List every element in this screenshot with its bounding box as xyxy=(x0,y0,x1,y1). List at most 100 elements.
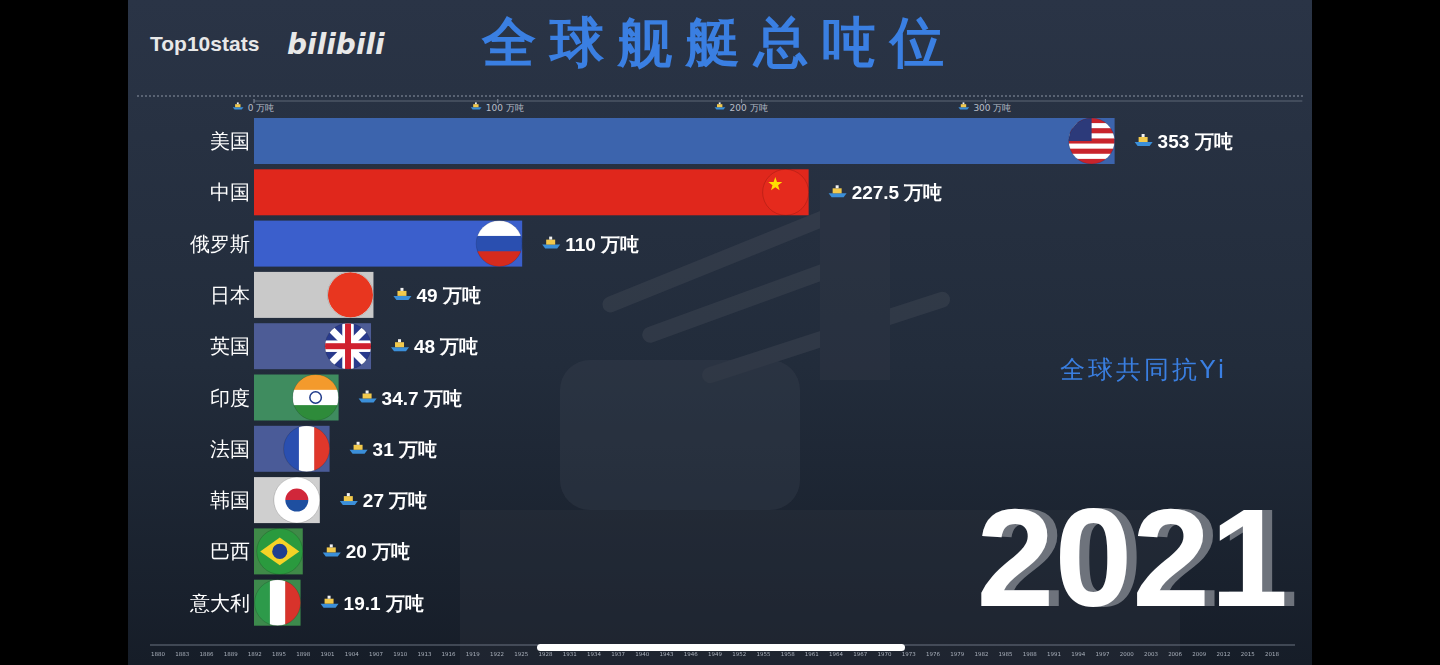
logo: bilibili xyxy=(287,28,385,61)
timeline-label: 1952 xyxy=(732,651,746,657)
flag-part xyxy=(257,528,303,574)
ship-funnel xyxy=(963,102,965,104)
ship-icon xyxy=(542,237,560,249)
ship-icon xyxy=(359,391,377,403)
bar xyxy=(254,221,522,267)
timeline-label: 1973 xyxy=(902,651,916,657)
ship-icon xyxy=(233,102,244,109)
timeline-label: 2006 xyxy=(1168,651,1182,657)
ship-funnel xyxy=(1142,134,1145,137)
flag-outline xyxy=(255,580,301,626)
ship-cabin xyxy=(397,291,406,296)
flag-part xyxy=(299,426,315,472)
flag-part xyxy=(1069,149,1115,155)
timeline-label: 1880 xyxy=(151,651,165,657)
ship-funnel xyxy=(330,544,333,547)
flag-part xyxy=(1069,144,1115,150)
flag-outline xyxy=(763,169,809,215)
ship-icon xyxy=(323,544,341,556)
flag-part xyxy=(325,323,371,369)
timeline-label: 1997 xyxy=(1095,651,1109,657)
flag-outline xyxy=(327,272,373,318)
year: 2021 xyxy=(977,479,1288,636)
flag-part xyxy=(476,236,522,252)
ship-hull xyxy=(829,193,847,197)
timeline-label: 1940 xyxy=(635,651,649,657)
ship-icon xyxy=(958,102,969,109)
flag-part xyxy=(327,272,373,318)
ship-icon xyxy=(1135,134,1153,146)
ship-funnel xyxy=(357,442,360,445)
ship-hull xyxy=(715,107,726,109)
flag-outline xyxy=(476,221,522,267)
tick-label: 0 万吨 xyxy=(248,103,275,113)
ship-funnel xyxy=(836,185,839,188)
flag-star xyxy=(768,177,782,190)
timeline-label: 2018 xyxy=(1265,651,1279,657)
ship-funnel xyxy=(347,493,350,496)
timeline-label: 1937 xyxy=(611,651,625,657)
brand: Top10stats xyxy=(150,32,259,55)
timeline-label: 1925 xyxy=(514,651,528,657)
ship-icon xyxy=(471,102,482,109)
home-indicator xyxy=(537,644,905,651)
gun-barrel xyxy=(600,203,847,315)
x-axis: 0 万吨 100 万吨 200 万吨 300 万吨 xyxy=(233,99,1303,113)
page: Top10stats bilibili 全球舰艇总吨位 0 万吨 100 万吨 200 万… xyxy=(0,0,1440,665)
flag-part xyxy=(293,405,339,421)
ship-cabin xyxy=(546,240,555,245)
turret xyxy=(560,360,800,510)
category-label: 意大利 xyxy=(189,591,250,615)
flag-part xyxy=(763,169,809,215)
value-label: 353 万吨 xyxy=(1158,131,1233,152)
flag-part xyxy=(476,221,522,237)
value-label: 19.1 万吨 xyxy=(344,593,424,614)
flag xyxy=(327,272,373,318)
tick-label: 300 万吨 xyxy=(973,103,1011,113)
flag-part xyxy=(270,580,286,626)
flag-globe xyxy=(272,544,287,559)
ship-hull xyxy=(321,604,339,608)
timeline-label: 2000 xyxy=(1120,651,1134,657)
flag-part xyxy=(314,426,330,472)
ship-hull xyxy=(542,245,560,249)
flag-outline xyxy=(284,426,330,472)
flag-outline xyxy=(257,528,303,574)
ship-hull xyxy=(1135,142,1153,146)
ship-hull xyxy=(233,107,244,109)
flag xyxy=(476,221,522,268)
flag-outline xyxy=(325,323,371,369)
flag xyxy=(293,375,339,422)
timeline-label: 1967 xyxy=(853,651,867,657)
ship-funnel xyxy=(719,102,721,104)
category-label: 韩国 xyxy=(210,488,250,512)
timeline-label: 1901 xyxy=(321,651,335,657)
ship-icon xyxy=(829,185,847,197)
ship-icon xyxy=(350,442,368,454)
value-label: 34.7 万吨 xyxy=(382,388,462,409)
ship-funnel xyxy=(475,102,477,104)
tick-label: 200 万吨 xyxy=(730,103,768,113)
timeline-label: 1931 xyxy=(563,651,577,657)
bar xyxy=(254,477,320,523)
timeline: 1880188318861889189218951898190119041907… xyxy=(150,645,1295,657)
category-label: 巴西 xyxy=(210,539,250,563)
category-label: 英国 xyxy=(210,334,250,358)
timeline-label: 1904 xyxy=(345,651,359,657)
title: 全球舰艇总吨位 xyxy=(481,11,958,74)
ship-icon xyxy=(715,102,726,109)
timeline-label: 1985 xyxy=(999,651,1013,657)
category-label: 法国 xyxy=(210,437,250,461)
flag xyxy=(763,169,809,215)
timeline-label: 1988 xyxy=(1023,651,1037,657)
timeline-label: 1958 xyxy=(781,651,795,657)
bar xyxy=(254,272,373,318)
timeline-label: 1949 xyxy=(708,651,722,657)
bar xyxy=(254,323,371,369)
timeline-label: 1886 xyxy=(199,651,213,657)
timeline-label: 1898 xyxy=(296,651,310,657)
ship-hull xyxy=(391,347,409,351)
tick-label: 100 万吨 xyxy=(486,103,524,113)
value-label: 31 万吨 xyxy=(373,439,437,460)
flag-part xyxy=(255,580,271,626)
